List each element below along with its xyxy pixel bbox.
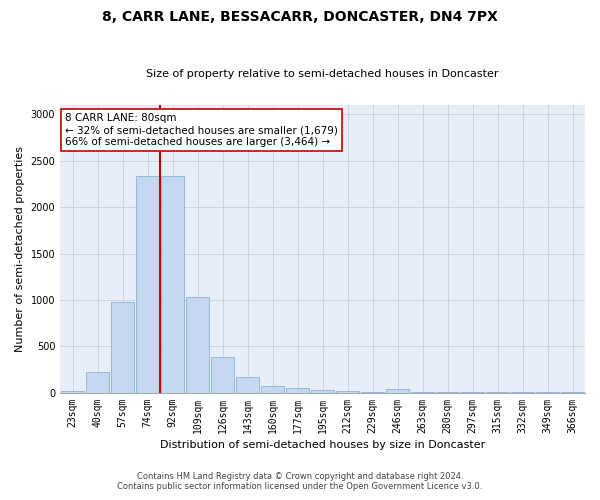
X-axis label: Distribution of semi-detached houses by size in Doncaster: Distribution of semi-detached houses by …: [160, 440, 485, 450]
Bar: [236, 377, 259, 393]
Text: Contains public sector information licensed under the Open Government Licence v3: Contains public sector information licen…: [118, 482, 482, 491]
Text: 8 CARR LANE: 80sqm
← 32% of semi-detached houses are smaller (1,679)
66% of semi: 8 CARR LANE: 80sqm ← 32% of semi-detache…: [65, 114, 338, 146]
Bar: [311, 390, 334, 393]
Bar: [161, 176, 184, 393]
Bar: [86, 372, 109, 393]
Bar: [262, 386, 284, 393]
Bar: [136, 176, 159, 393]
Bar: [386, 389, 409, 393]
Bar: [61, 390, 84, 393]
Bar: [361, 392, 384, 393]
Bar: [412, 392, 434, 393]
Bar: [286, 388, 309, 393]
Bar: [187, 297, 209, 393]
Bar: [337, 391, 359, 393]
Text: Contains HM Land Registry data © Crown copyright and database right 2024.: Contains HM Land Registry data © Crown c…: [137, 472, 463, 481]
Bar: [112, 302, 134, 393]
Text: 8, CARR LANE, BESSACARR, DONCASTER, DN4 7PX: 8, CARR LANE, BESSACARR, DONCASTER, DN4 …: [102, 10, 498, 24]
Y-axis label: Number of semi-detached properties: Number of semi-detached properties: [15, 146, 25, 352]
Bar: [211, 356, 234, 393]
Title: Size of property relative to semi-detached houses in Doncaster: Size of property relative to semi-detach…: [146, 69, 499, 79]
